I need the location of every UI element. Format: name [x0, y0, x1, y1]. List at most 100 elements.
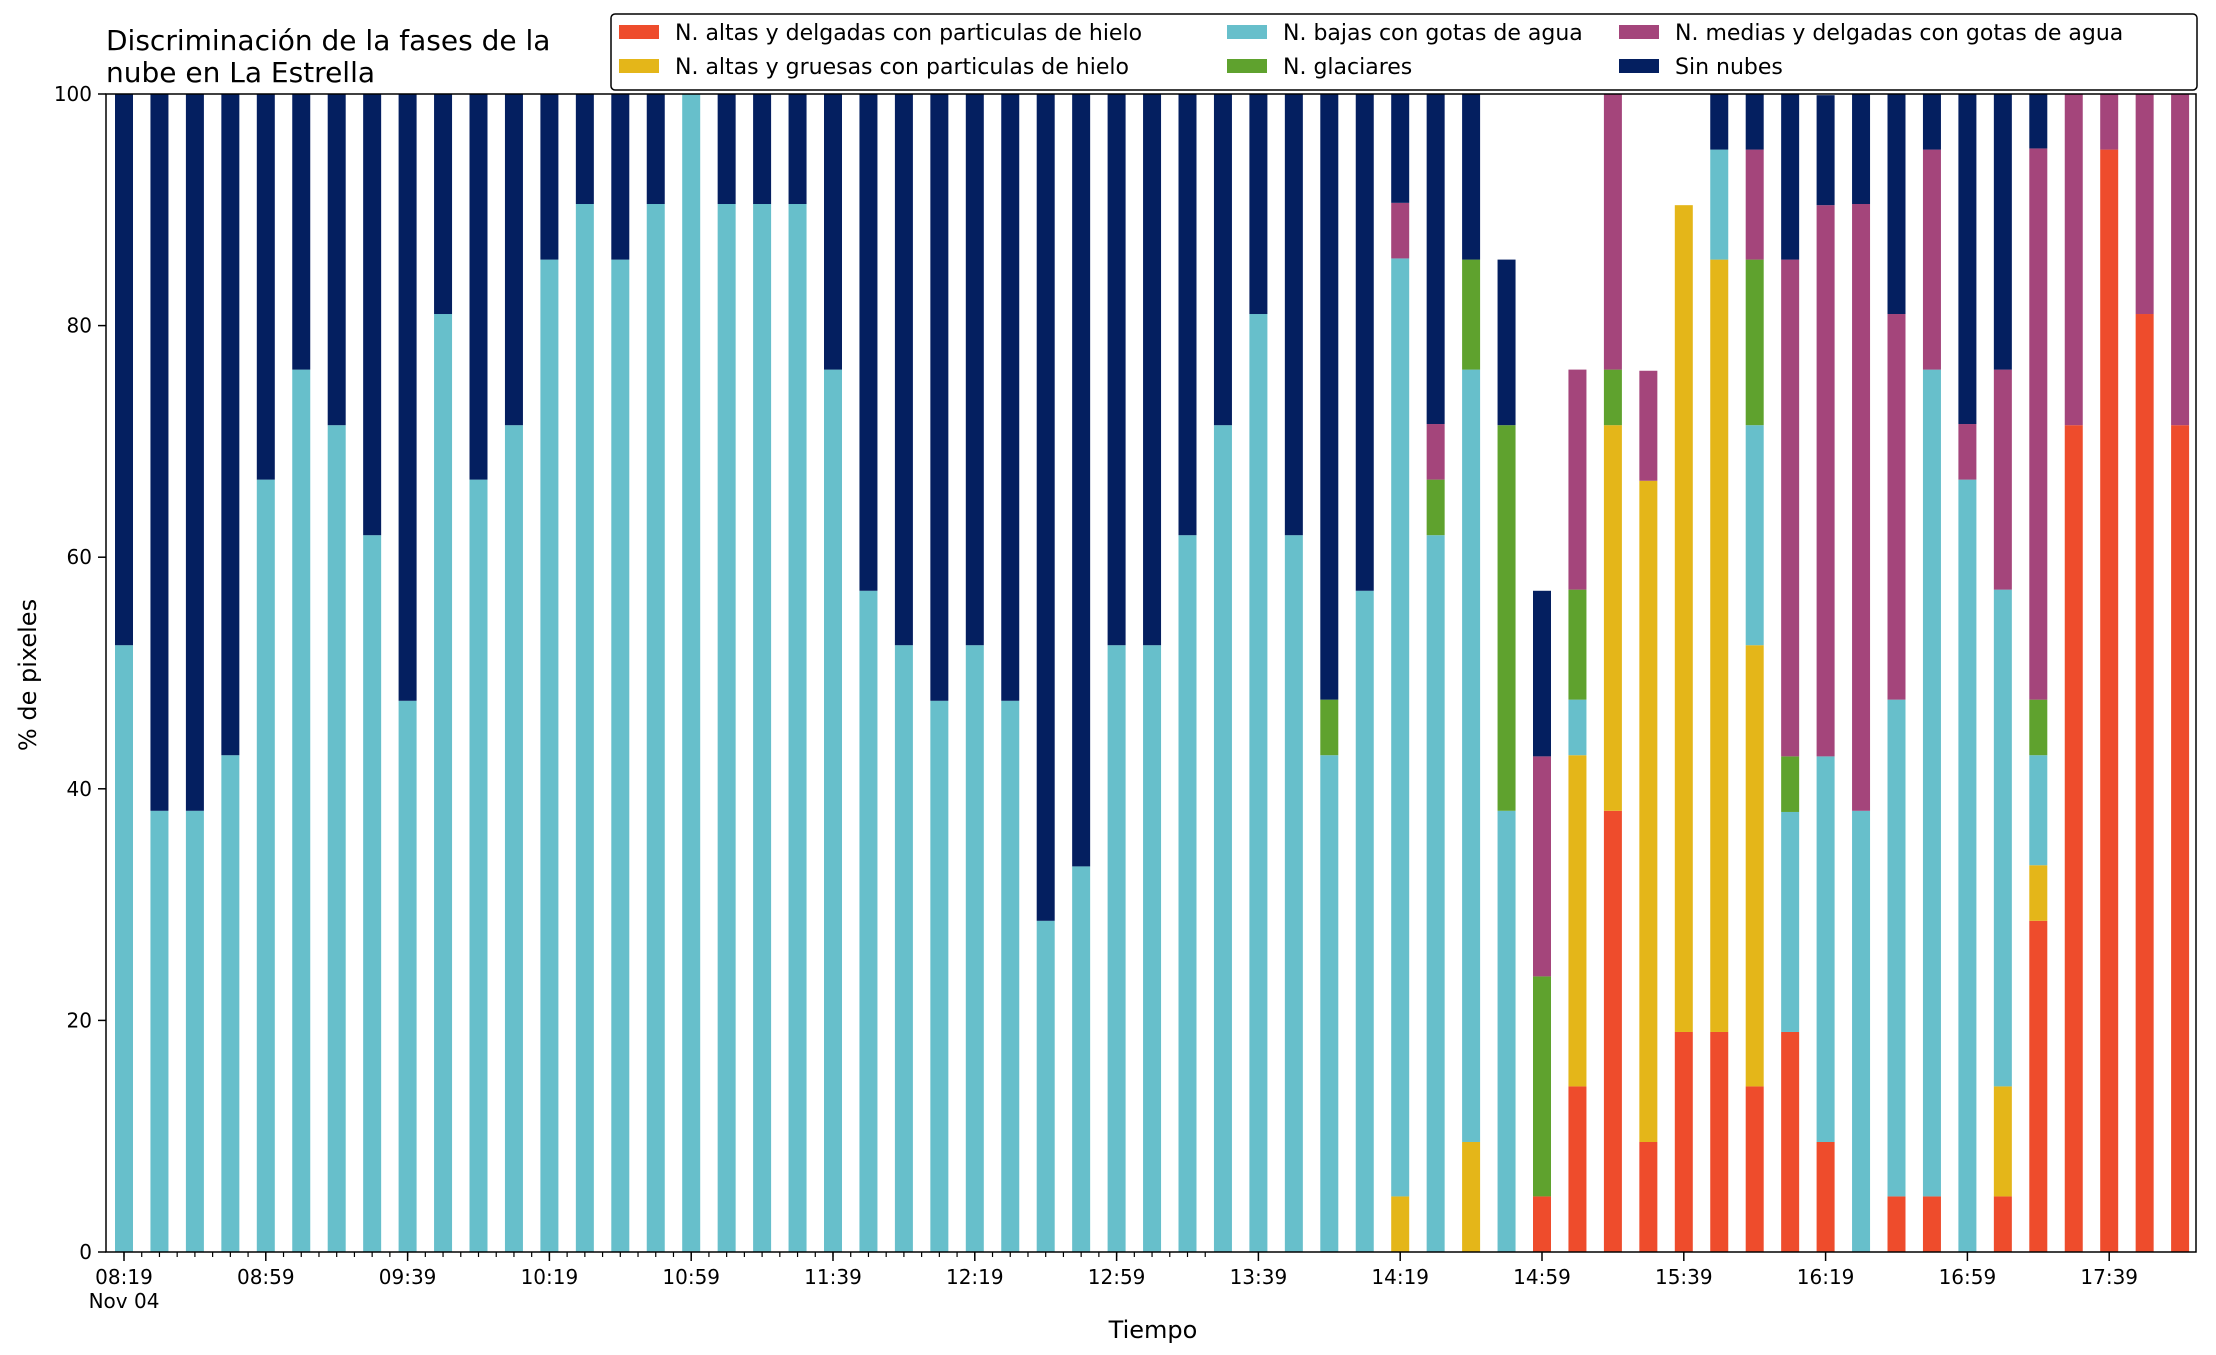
bar-segment-s5-i22: [894, 94, 913, 646]
bar-segment-s2-i21: [859, 590, 878, 1252]
bar-segment-s0-i58: [2171, 425, 2190, 1252]
bar-segment-s2-i20: [824, 369, 842, 1253]
bar-segment-s3-i34: [1320, 699, 1339, 756]
bar-segment-s1-i36: [1391, 1196, 1410, 1252]
bar-segment-s2-i45: [1710, 149, 1729, 260]
bar-segment-s2-i8: [398, 700, 417, 1252]
bar-segment-s5-i11: [504, 94, 523, 426]
x-tick-label: 12:19: [946, 1265, 1004, 1289]
bar-segment-s5-i5: [292, 94, 311, 370]
bar-segment-s5-i32: [1249, 94, 1268, 315]
bar-segment-s5-i50: [1887, 94, 1906, 315]
bar-segment-s2-i50: [1887, 699, 1906, 1197]
legend-swatch-1: [619, 59, 659, 73]
bar-segment-s5-i52: [1958, 94, 1977, 425]
legend-label-0: N. altas y delgadas con particulas de hi…: [675, 21, 1142, 46]
bar-segment-s0-i44: [1674, 1031, 1693, 1252]
legend-label-3: N. glaciares: [1283, 55, 1412, 80]
bar-segment-s0-i57: [2135, 314, 2154, 1252]
bar-segment-s2-i5: [292, 369, 311, 1253]
bar-segment-s2-i32: [1249, 314, 1268, 1252]
bar-segment-s5-i3: [221, 94, 240, 756]
bar-segment-s4-i41: [1568, 369, 1587, 590]
bar-segment-s0-i48: [1816, 1141, 1835, 1252]
bar-segment-s3-i46: [1745, 259, 1764, 426]
bar-segment-s0-i42: [1603, 810, 1622, 1252]
bar-segment-s2-i28: [1107, 645, 1126, 1252]
bar-segment-s4-i36: [1391, 202, 1410, 259]
bar-segment-s0-i53: [1993, 1196, 2012, 1252]
chart-title-line-2: nube en La Estrella: [106, 56, 375, 89]
bar-segment-s5-i26: [1036, 94, 1055, 921]
bar-segment-s5-i6: [327, 94, 346, 426]
bar-segment-s2-i41: [1568, 699, 1587, 756]
bar-segment-s5-i51: [1922, 94, 1941, 150]
bar-segment-s5-i25: [1001, 94, 1020, 701]
bar-segment-s1-i45: [1710, 259, 1729, 1032]
legend-label-2: N. bajas con gotas de agua: [1283, 21, 1583, 46]
legend-swatch-0: [619, 25, 659, 39]
bar-segment-s2-i33: [1284, 535, 1303, 1252]
legend: N. altas y delgadas con particulas de hi…: [610, 13, 2198, 91]
legend-swatch-2: [1227, 25, 1267, 39]
bar-segment-s2-i46: [1745, 425, 1764, 646]
bar-segment-s5-i47: [1781, 94, 1800, 260]
bar-segment-s2-i16: [682, 94, 701, 1252]
bar-segment-s4-i54: [2029, 148, 2048, 700]
bar-segment-s5-i37: [1426, 94, 1445, 425]
bar-segment-s2-i39: [1497, 810, 1516, 1252]
bar-segment-s2-i49: [1852, 810, 1871, 1252]
bar-segment-s2-i11: [504, 425, 523, 1252]
bar-segment-s3-i54: [2029, 699, 2048, 756]
bar-segment-s2-i51: [1922, 369, 1941, 1197]
y-tick-label: 100: [54, 82, 92, 106]
bar-segment-s5-i23: [930, 94, 949, 701]
bar-segment-s5-i46: [1745, 94, 1764, 150]
y-tick-label: 0: [79, 1240, 92, 1264]
legend-box: [610, 13, 2198, 91]
bar-segment-s5-i45: [1710, 94, 1729, 150]
x-axis-label: Tiempo: [1108, 1316, 1198, 1344]
bar-segment-s2-i23: [930, 700, 949, 1252]
bar-segment-s0-i43: [1639, 1141, 1658, 1252]
bar-segment-s3-i38: [1462, 259, 1481, 370]
bar-segment-s4-i58: [2171, 94, 2190, 426]
legend-swatch-5: [1619, 59, 1659, 73]
y-tick-label: 20: [67, 1008, 92, 1032]
bar-segment-s5-i15: [646, 94, 665, 205]
y-tick-label: 80: [67, 314, 92, 338]
x-tick-label: 14:59: [1513, 1265, 1571, 1289]
bar-segment-s5-i17: [717, 94, 736, 205]
bar-segment-s5-i2: [185, 94, 204, 811]
bar-segment-s2-i9: [434, 314, 453, 1252]
bar-segment-s5-i0: [115, 94, 133, 646]
y-axis: 0 20 40 60 80 100: [54, 82, 106, 1264]
y-tick-label: 40: [67, 777, 92, 801]
bars-layer: [115, 94, 2190, 1253]
bar-segment-s2-i34: [1320, 755, 1339, 1252]
bar-segment-s2-i22: [894, 645, 913, 1252]
bar-segment-s4-i51: [1922, 149, 1941, 370]
bar-segment-s0-i50: [1887, 1196, 1906, 1252]
bar-segment-s3-i40: [1533, 976, 1551, 1197]
bar-segment-s2-i12: [540, 259, 559, 1253]
bar-segment-s5-i39: [1497, 259, 1516, 426]
bar-segment-s4-i56: [2100, 94, 2119, 150]
bar-segment-s4-i55: [2064, 94, 2083, 426]
bar-segment-s2-i30: [1178, 535, 1197, 1252]
bar-segment-s5-i19: [788, 94, 807, 205]
bar-segment-s4-i46: [1745, 149, 1764, 260]
bar-segment-s2-i29: [1143, 645, 1162, 1252]
bar-segment-s5-i36: [1391, 94, 1410, 203]
bar-segment-s5-i13: [575, 94, 594, 205]
bar-segment-s0-i55: [2064, 425, 2083, 1252]
x-tick-sublabel: Nov 04: [89, 1289, 160, 1313]
bar-segment-s2-i15: [646, 204, 665, 1252]
legend-swatch-3: [1227, 59, 1267, 73]
bar-segment-s1-i38: [1462, 1141, 1481, 1252]
bar-segment-s2-i14: [611, 259, 630, 1253]
bar-segment-s5-i53: [1993, 94, 2012, 370]
bar-segment-s3-i41: [1568, 589, 1587, 700]
x-tick-label: 12:59: [1088, 1265, 1146, 1289]
bar-segment-s2-i47: [1781, 811, 1800, 1032]
